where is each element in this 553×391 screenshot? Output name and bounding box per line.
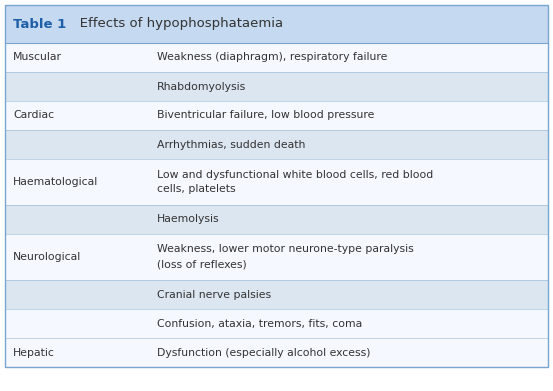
Text: Weakness, lower motor neurone-type paralysis: Weakness, lower motor neurone-type paral…	[157, 244, 414, 255]
Bar	[5, 159, 548, 205]
Bar	[5, 5, 548, 43]
Text: Arrhythmias, sudden death: Arrhythmias, sudden death	[157, 140, 305, 149]
Bar	[5, 234, 548, 280]
Text: Low and dysfunctional white blood cells, red blood: Low and dysfunctional white blood cells,…	[157, 170, 433, 179]
Text: Confusion, ataxia, tremors, fits, coma: Confusion, ataxia, tremors, fits, coma	[157, 319, 362, 328]
Text: Hepatic: Hepatic	[13, 348, 55, 357]
Text: Neurological: Neurological	[13, 252, 81, 262]
Text: Haemolysis: Haemolysis	[157, 215, 220, 224]
Bar	[5, 43, 548, 72]
Text: Effects of hypophosphataemia: Effects of hypophosphataemia	[67, 18, 283, 30]
Bar	[5, 101, 548, 130]
Text: Table 1: Table 1	[13, 18, 66, 30]
Text: Weakness (diaphragm), respiratory failure: Weakness (diaphragm), respiratory failur…	[157, 52, 387, 63]
Bar	[5, 338, 548, 367]
Bar	[5, 72, 548, 101]
Text: Biventricular failure, low blood pressure: Biventricular failure, low blood pressur…	[157, 111, 374, 120]
Bar	[5, 130, 548, 159]
Bar	[5, 309, 548, 338]
Text: Dysfunction (especially alcohol excess): Dysfunction (especially alcohol excess)	[157, 348, 371, 357]
Bar	[5, 205, 548, 234]
Text: cells, platelets: cells, platelets	[157, 185, 236, 194]
Text: (loss of reflexes): (loss of reflexes)	[157, 260, 247, 269]
Text: Cardiac: Cardiac	[13, 111, 54, 120]
Text: Rhabdomyolysis: Rhabdomyolysis	[157, 81, 246, 91]
Text: Haematological: Haematological	[13, 177, 98, 187]
Text: Muscular: Muscular	[13, 52, 62, 63]
Bar	[5, 280, 548, 309]
Text: Cranial nerve palsies: Cranial nerve palsies	[157, 289, 271, 300]
